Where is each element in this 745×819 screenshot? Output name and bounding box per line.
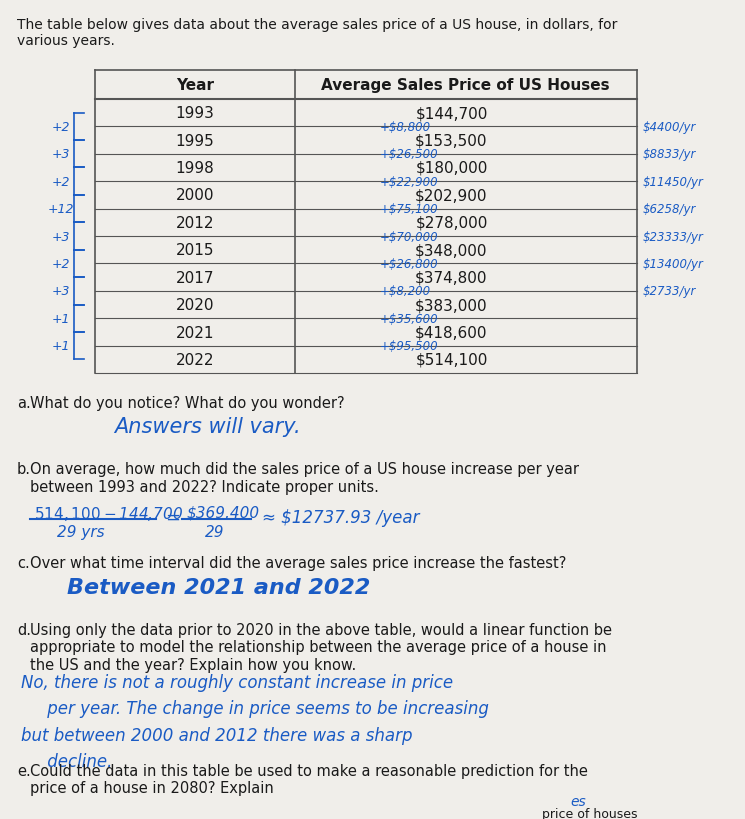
Text: 1993: 1993 bbox=[175, 106, 215, 121]
Text: $514,100: $514,100 bbox=[415, 352, 488, 368]
Text: 2015: 2015 bbox=[176, 243, 214, 258]
Text: +12: +12 bbox=[48, 203, 74, 216]
Text: $144,700: $144,700 bbox=[415, 106, 488, 121]
Text: +3: +3 bbox=[51, 148, 70, 161]
Text: 29: 29 bbox=[206, 524, 225, 540]
Text: $202,900: $202,900 bbox=[415, 188, 488, 203]
Text: No, there is not a roughly constant increase in price
     per year. The change : No, there is not a roughly constant incr… bbox=[21, 673, 489, 770]
Text: $374,800: $374,800 bbox=[415, 270, 488, 285]
Text: +3: +3 bbox=[51, 230, 70, 243]
Text: +$35,600: +$35,600 bbox=[380, 312, 439, 325]
Text: e.: e. bbox=[17, 763, 31, 778]
Text: +1: +1 bbox=[51, 340, 70, 353]
Text: The table below gives data about the average sales price of a US house, in dolla: The table below gives data about the ave… bbox=[17, 18, 618, 48]
Text: $13400/yr: $13400/yr bbox=[642, 258, 703, 270]
Text: price of houses: price of houses bbox=[542, 807, 637, 819]
Text: Answers will vary.: Answers will vary. bbox=[114, 417, 301, 437]
Text: +$8,200: +$8,200 bbox=[380, 285, 431, 298]
Text: $23333/yr: $23333/yr bbox=[642, 230, 703, 243]
Text: 2020: 2020 bbox=[176, 298, 214, 313]
Text: 2012: 2012 bbox=[176, 215, 214, 230]
Text: On average, how much did the sales price of a US house increase per year
between: On average, how much did the sales price… bbox=[31, 462, 580, 494]
Text: $514,100 −$144,700: $514,100 −$144,700 bbox=[34, 505, 183, 523]
Text: +2: +2 bbox=[51, 175, 70, 188]
Text: =: = bbox=[165, 509, 180, 527]
Text: +$70,000: +$70,000 bbox=[380, 230, 439, 243]
Text: 29 yrs: 29 yrs bbox=[57, 524, 104, 540]
Text: +3: +3 bbox=[51, 285, 70, 298]
Text: d.: d. bbox=[17, 622, 31, 637]
Text: b.: b. bbox=[17, 462, 31, 477]
Text: Between 2021 and 2022: Between 2021 and 2022 bbox=[66, 577, 370, 597]
Text: +$75,100: +$75,100 bbox=[380, 203, 439, 216]
Text: $4400/yr: $4400/yr bbox=[642, 120, 696, 133]
Text: +$95,500: +$95,500 bbox=[380, 340, 439, 353]
Text: 2000: 2000 bbox=[176, 188, 214, 203]
Text: Over what time interval did the average sales price increase the fastest?: Over what time interval did the average … bbox=[31, 555, 567, 571]
Text: $153,500: $153,500 bbox=[415, 133, 488, 148]
Text: What do you notice? What do you wonder?: What do you notice? What do you wonder? bbox=[31, 396, 345, 410]
Text: $383,000: $383,000 bbox=[415, 298, 488, 313]
Text: $180,000: $180,000 bbox=[415, 161, 488, 176]
Text: Year: Year bbox=[176, 78, 214, 93]
Text: $6258/yr: $6258/yr bbox=[642, 203, 696, 216]
Text: Using only the data prior to 2020 in the above table, would a linear function be: Using only the data prior to 2020 in the… bbox=[31, 622, 612, 672]
Text: +1: +1 bbox=[51, 312, 70, 325]
Text: Average Sales Price of US Houses: Average Sales Price of US Houses bbox=[321, 78, 610, 93]
Text: $278,000: $278,000 bbox=[415, 215, 488, 230]
Text: +$8,800: +$8,800 bbox=[380, 120, 431, 133]
Text: 1995: 1995 bbox=[176, 133, 215, 148]
Text: $369,400: $369,400 bbox=[186, 505, 259, 520]
Text: +$26,800: +$26,800 bbox=[380, 258, 439, 270]
Text: es: es bbox=[570, 794, 586, 808]
Text: +$22,900: +$22,900 bbox=[380, 175, 439, 188]
Text: ≈ $12737.93 /year: ≈ $12737.93 /year bbox=[262, 509, 420, 527]
Text: 2017: 2017 bbox=[176, 270, 214, 285]
Text: $348,000: $348,000 bbox=[415, 243, 488, 258]
Text: $11450/yr: $11450/yr bbox=[642, 175, 703, 188]
Text: a.: a. bbox=[17, 396, 31, 410]
Text: +2: +2 bbox=[51, 120, 70, 133]
Text: c.: c. bbox=[17, 555, 30, 571]
Text: +$26,500: +$26,500 bbox=[380, 148, 439, 161]
Text: $2733/yr: $2733/yr bbox=[642, 285, 696, 298]
Text: 2021: 2021 bbox=[176, 325, 214, 340]
Text: $8833/yr: $8833/yr bbox=[642, 148, 696, 161]
Text: 1998: 1998 bbox=[176, 161, 215, 176]
Text: $418,600: $418,600 bbox=[415, 325, 488, 340]
Text: Could the data in this table be used to make a reasonable prediction for the
pri: Could the data in this table be used to … bbox=[31, 763, 589, 795]
Text: +2: +2 bbox=[51, 258, 70, 270]
Text: 2022: 2022 bbox=[176, 352, 214, 368]
